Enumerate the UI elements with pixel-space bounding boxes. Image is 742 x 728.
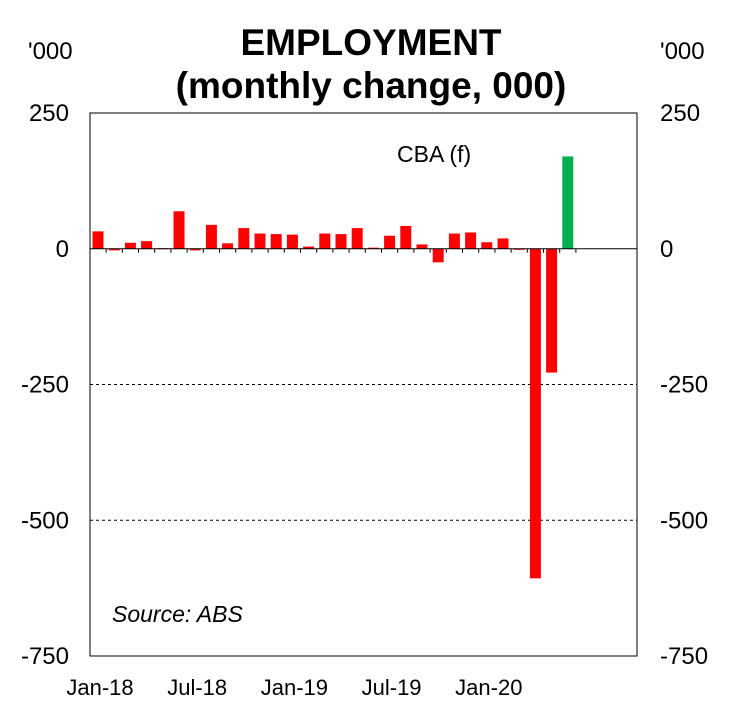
bar	[400, 225, 412, 249]
chart-title: EMPLOYMENT	[240, 22, 502, 63]
bar	[562, 156, 574, 249]
bar	[335, 234, 347, 249]
x-tick-label: Jan-18	[66, 675, 133, 700]
bar	[319, 233, 331, 249]
x-tick-label: Jan-19	[261, 675, 328, 700]
y-tick-label-right: -500	[660, 507, 708, 534]
y-tick-label-left: -250	[21, 372, 69, 399]
bar	[367, 247, 379, 249]
bar	[384, 235, 396, 249]
y-tick-label-right: 0	[660, 236, 673, 263]
bar	[351, 228, 363, 249]
bar	[546, 248, 558, 373]
bar	[497, 238, 509, 249]
x-tick-label: Jan-20	[455, 675, 522, 700]
x-tick-label: Jul-19	[362, 675, 422, 700]
y-tick-label-right: 250	[660, 100, 700, 127]
bar	[222, 243, 234, 249]
bar	[205, 224, 217, 249]
source-annotation: Source: ABS	[112, 601, 243, 627]
bar	[124, 242, 136, 249]
y-tick-label-left: 250	[29, 100, 69, 127]
x-tick-label: Jul-18	[167, 675, 227, 700]
bar	[513, 248, 525, 250]
bar	[108, 248, 120, 251]
y-tick-label-right: -750	[660, 643, 708, 670]
bar	[141, 241, 153, 249]
left-axis-unit: '000	[28, 38, 73, 65]
y-tick-label-left: 0	[56, 236, 69, 263]
bar	[303, 246, 315, 249]
bar	[286, 234, 298, 249]
bar	[270, 234, 282, 249]
bar	[432, 248, 444, 263]
bar	[465, 232, 477, 249]
plot-frame	[89, 112, 638, 657]
chart-subtitle: (monthly change, 000)	[175, 65, 567, 106]
bar	[173, 211, 185, 249]
forecast-annotation: CBA (f)	[397, 141, 471, 167]
bar	[529, 248, 541, 579]
bar	[416, 244, 428, 249]
bar	[481, 242, 493, 249]
right-axis-unit: '000	[660, 38, 705, 65]
y-tick-label-right: -250	[660, 372, 708, 399]
bar	[238, 228, 250, 249]
bar	[189, 248, 201, 251]
bar	[448, 233, 460, 249]
y-tick-label-left: -750	[21, 643, 69, 670]
bar	[254, 233, 266, 249]
bar	[92, 231, 104, 249]
y-tick-label-left: -500	[21, 507, 69, 534]
